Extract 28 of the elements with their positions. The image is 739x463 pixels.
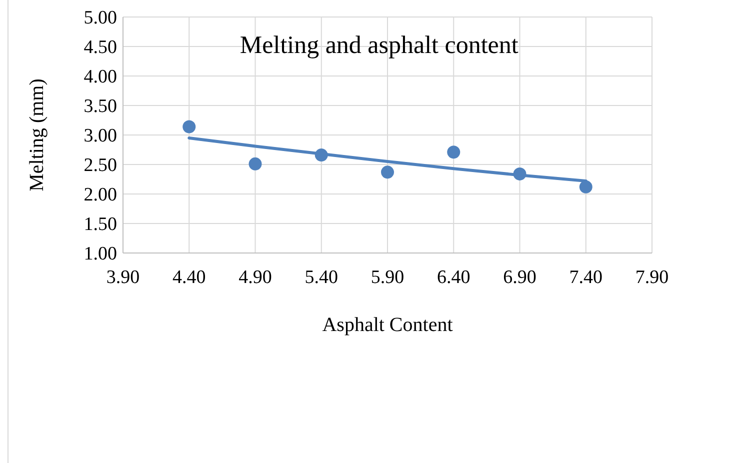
- x-tick-label: 7.90: [635, 267, 669, 288]
- point: [314, 148, 328, 162]
- text: Melting and asphalt content: [240, 32, 518, 59]
- y-tick-label: 2.00: [84, 184, 117, 206]
- point: [182, 120, 196, 134]
- x-tick-label: 7.40: [569, 267, 602, 288]
- x-tick-label: 4.40: [172, 267, 206, 288]
- x-axis-title: Asphalt Content: [322, 314, 454, 336]
- point: [513, 167, 526, 180]
- x-tick-label: 4.90: [238, 267, 272, 288]
- y-axis-title: Melting (mm): [26, 78, 48, 192]
- y-tick-label: 3.00: [84, 126, 117, 147]
- y-tick-label: 1.00: [84, 244, 117, 265]
- y-tick-label: 4.50: [84, 37, 117, 58]
- y-tick-label: 4.00: [84, 66, 117, 88]
- x-tick-label: 5.90: [370, 267, 404, 288]
- x-tick-label: 6.40: [437, 267, 470, 288]
- point: [579, 180, 592, 194]
- point: [381, 166, 394, 179]
- x-tick-label: 3.90: [106, 267, 140, 288]
- y-tick-label: 1.50: [84, 214, 117, 236]
- point: [447, 146, 460, 159]
- y-tick-label: 5.00: [84, 8, 117, 29]
- y-tick-label: 2.50: [84, 155, 117, 176]
- x-tick-label: 5.40: [304, 267, 338, 288]
- y-tick-label: 3.50: [84, 96, 117, 118]
- point: [248, 157, 262, 170]
- x-tick-label: 6.90: [503, 267, 536, 288]
